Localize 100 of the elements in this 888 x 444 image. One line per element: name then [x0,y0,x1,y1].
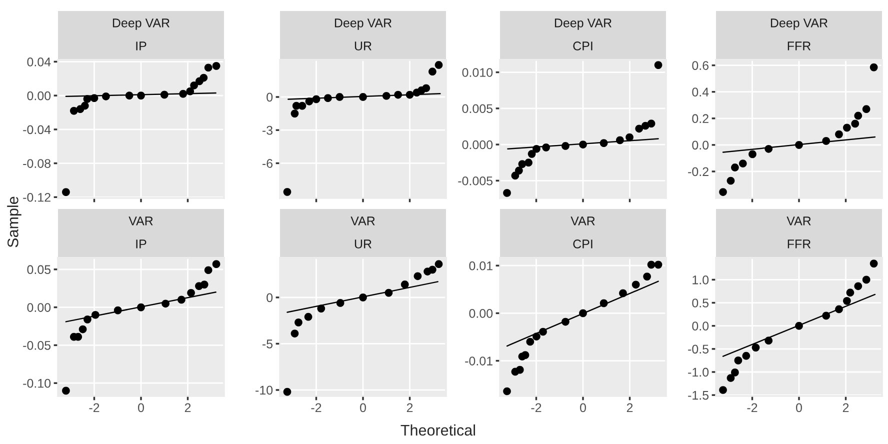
point [62,188,70,196]
y-tick-label: 0.01 [469,261,492,270]
point [654,61,662,69]
x-tick-label: 0 [360,403,366,412]
point [851,120,860,128]
point [359,294,367,302]
point [719,188,727,196]
point [70,106,78,115]
point [434,61,443,69]
point [400,280,409,288]
point [764,144,773,153]
chart-title: Deep VAR [112,18,170,30]
point [317,304,326,312]
point [524,158,532,167]
point [764,336,773,345]
chart-title: Deep VAR [770,18,828,30]
point [835,305,843,314]
y-tick-label: 0 [266,293,273,302]
point [102,92,110,100]
point [162,300,170,308]
y-tick-label: 0.04 [27,57,51,66]
point [539,328,547,336]
point [204,64,212,72]
point [406,90,414,99]
x-tick-label: -2 [89,403,100,412]
chart-subtitle: IP [136,42,146,50]
point [336,299,344,307]
chart-subtitle: FFR [788,42,811,50]
chart-title: VAR [350,216,375,226]
point [600,299,608,308]
point [862,105,870,114]
x-tick-label: 2 [406,403,413,412]
point [204,266,212,274]
point [532,144,540,153]
y-tick-label: 0.4 [692,88,709,96]
point [187,288,195,297]
point [616,136,624,144]
point [137,303,145,312]
y-tick-label: 0.6 [692,61,709,70]
point [186,87,194,96]
x-tick-label: 2 [626,403,633,412]
y-tick-label: -0.2 [688,167,708,176]
point [562,318,570,326]
point [731,164,739,172]
point [870,260,878,268]
point [647,120,656,128]
point [643,272,651,280]
point [359,93,367,101]
chart-subtitle: CPI [573,240,592,248]
point [212,260,220,268]
y-tick-label: 1.0 [692,275,709,284]
chart-subtitle: CPI [573,42,592,50]
y-tick-label: 0.005 [462,104,493,114]
point [304,312,312,321]
point [190,81,198,90]
point [579,309,587,318]
point [414,272,422,280]
x-tick-label: -2 [747,403,758,412]
chart-subtitle: IP [136,240,146,248]
point [80,102,89,110]
point [62,386,70,395]
x-axis-title: Theoretical [400,424,475,436]
point [91,310,100,319]
chart-title: VAR [128,216,153,226]
point [843,124,851,132]
y-tick-label: -0.01 [465,356,492,366]
point [290,110,299,118]
point [212,62,220,70]
point [562,142,570,150]
point [179,90,188,98]
chart-subtitle: UR [354,240,372,248]
y-tick-label: 0.00 [27,91,51,100]
point [178,296,186,304]
y-tick-label: 0.0 [692,140,709,150]
x-tick-label: 0 [796,403,802,412]
point [822,312,830,320]
point [382,92,390,100]
y-tick-label: -6 [262,159,273,168]
point [305,97,314,106]
point [600,139,608,148]
chart-subtitle: FFR [788,240,811,248]
point [748,150,756,158]
y-tick-label: 0.010 [462,68,493,77]
y-tick-label: -5 [262,340,273,348]
point [532,332,540,340]
point [654,260,662,269]
point [742,352,750,360]
point [336,93,344,101]
point [384,288,393,297]
point [835,130,843,138]
point [434,260,443,268]
point [795,140,803,149]
point [738,160,747,168]
point [394,90,402,99]
point [200,74,208,82]
point [312,95,320,104]
point [422,84,430,92]
y-tick-label: -0.08 [23,159,51,168]
point [521,351,530,360]
point [516,366,524,374]
